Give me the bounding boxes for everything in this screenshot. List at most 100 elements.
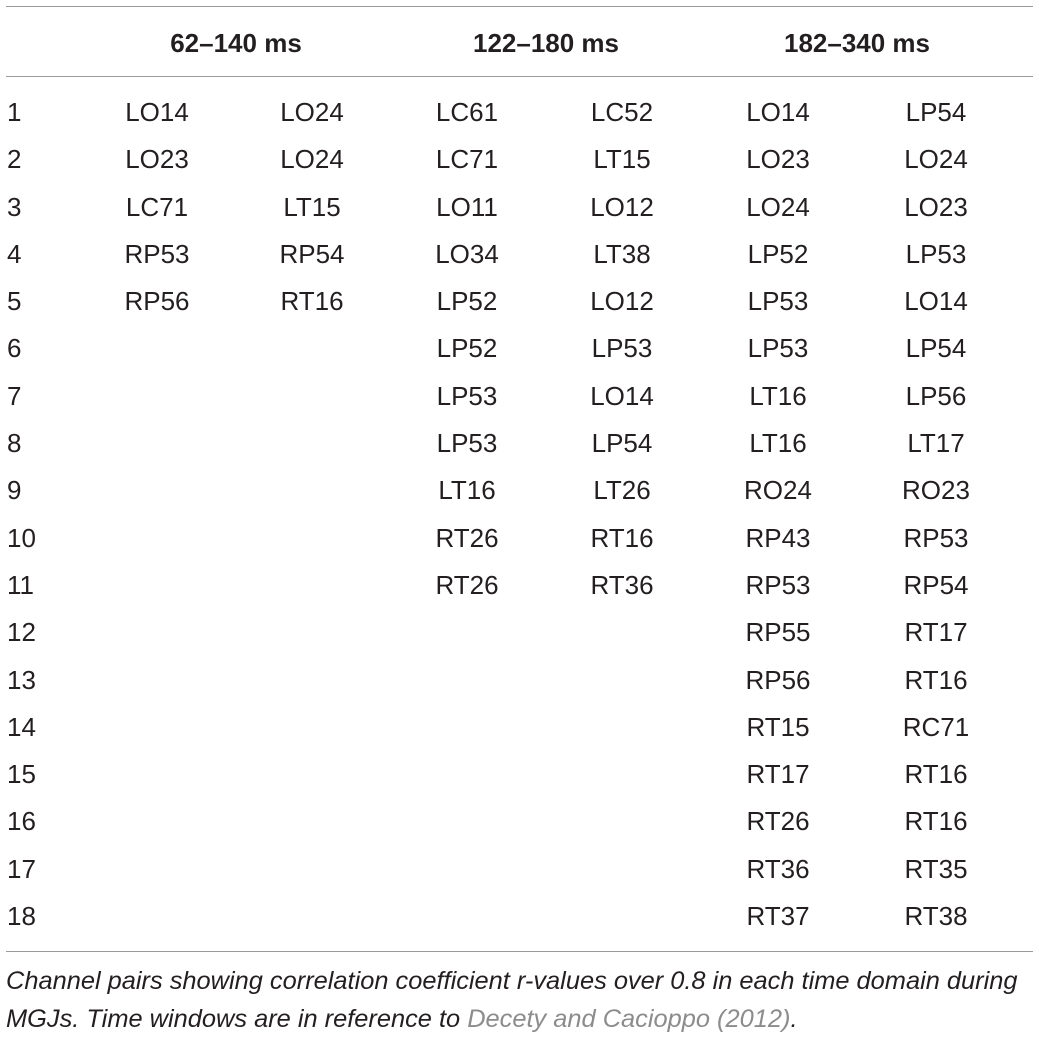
cell-182-340-a: RP55 xyxy=(745,617,811,648)
cell-182-340-a: LT16 xyxy=(749,428,807,459)
cell-122-180-a: LC71 xyxy=(435,144,499,175)
column-header-62-140: 62–140 ms xyxy=(170,28,302,58)
header-rule xyxy=(6,76,1033,77)
cell-182-340-a: LP53 xyxy=(747,286,809,317)
table-row: 9 LT16 LT26 RO24 RO23 xyxy=(0,467,1039,514)
cell-62-140-a: RP53 xyxy=(124,238,190,269)
cell-122-180-b: LP54 xyxy=(591,428,653,459)
caption-end: . xyxy=(790,1005,798,1033)
table-row: 12 RP55 RT17 xyxy=(0,609,1039,656)
table-caption: Channel pairs showing correlation coeffi… xyxy=(6,962,1036,1038)
cell-182-340-a: RO24 xyxy=(744,475,812,506)
table-row: 8 LP53 LP54 LT16 LT17 xyxy=(0,420,1039,467)
cell-182-340-b: LO14 xyxy=(904,286,968,317)
cell-122-180-b: LO12 xyxy=(590,191,654,222)
row-number: 10 xyxy=(7,522,36,553)
cell-122-180-a: LO34 xyxy=(435,238,499,269)
cell-122-180-b: RT36 xyxy=(590,569,654,600)
cell-182-340-b: LO23 xyxy=(904,191,968,222)
table-row: 3 LC71 LT15 LO11 LO12 LO24 LO23 xyxy=(0,184,1039,231)
row-number: 14 xyxy=(7,711,36,742)
cell-182-340-b: LP53 xyxy=(905,238,967,269)
cell-122-180-a: RT26 xyxy=(435,522,499,553)
cell-182-340-b: LP56 xyxy=(905,380,967,411)
cell-182-340-b: RP54 xyxy=(903,569,969,600)
cell-122-180-b: LC52 xyxy=(590,97,654,127)
cell-62-140-b: LO24 xyxy=(280,97,344,127)
cell-122-180-b: LP53 xyxy=(591,333,653,364)
cell-122-180-a: LT16 xyxy=(438,475,496,506)
cell-182-340-b: RT17 xyxy=(904,617,968,648)
row-number: 2 xyxy=(7,144,22,175)
cell-62-140-b: RT16 xyxy=(280,286,344,317)
table-row: 5 RP56 RT16 LP52 LO12 LP53 LO14 xyxy=(0,278,1039,325)
row-number: 11 xyxy=(7,569,34,600)
cell-182-340-a: LT16 xyxy=(749,380,807,411)
cell-122-180-a: LC61 xyxy=(435,97,499,127)
cell-182-340-b: LT17 xyxy=(907,428,965,459)
row-number: 17 xyxy=(7,853,36,884)
row-number: 4 xyxy=(7,238,22,269)
cell-122-180-a: LP52 xyxy=(436,286,498,317)
cell-182-340-b: LO24 xyxy=(904,144,968,175)
cell-62-140-b: RP54 xyxy=(279,238,345,269)
cell-122-180-a: LP53 xyxy=(436,380,498,411)
cell-182-340-a: RT36 xyxy=(746,853,810,884)
row-number: 5 xyxy=(7,286,22,317)
cell-182-340-b: RC71 xyxy=(902,711,970,742)
row-number: 7 xyxy=(7,380,22,411)
cell-122-180-a: LP53 xyxy=(436,428,498,459)
cell-182-340-b: RT35 xyxy=(904,853,968,884)
reference-link[interactable]: Decety and Cacioppo (2012) xyxy=(467,1005,791,1033)
table-row: 7 LP53 LO14 LT16 LP56 xyxy=(0,373,1039,420)
row-number: 12 xyxy=(7,617,36,648)
cell-122-180-b: LT26 xyxy=(593,475,651,506)
row-number: 18 xyxy=(7,901,36,932)
cell-182-340-b: RT38 xyxy=(904,901,968,932)
cell-182-340-b: RT16 xyxy=(904,806,968,837)
column-header-122-180: 122–180 ms xyxy=(472,28,620,58)
row-number: 3 xyxy=(7,191,22,222)
cell-182-340-b: RO23 xyxy=(902,475,970,506)
cell-122-180-b: LO14 xyxy=(590,380,654,411)
table-row: 14 RT15 RC71 xyxy=(0,704,1039,751)
cell-182-340-a: LO24 xyxy=(746,191,810,222)
cell-122-180-a: RT26 xyxy=(435,569,499,600)
table-top-rule xyxy=(6,6,1033,7)
cell-122-180-b: RT16 xyxy=(590,522,654,553)
row-number: 13 xyxy=(7,664,36,695)
cell-122-180-b: LT38 xyxy=(593,238,651,269)
row-number: 15 xyxy=(7,759,36,790)
cell-182-340-a: LO14 xyxy=(746,97,810,127)
table-row: 17 RT36 RT35 xyxy=(0,846,1039,893)
cell-122-180-b: LO12 xyxy=(590,286,654,317)
cell-62-140-a: LO23 xyxy=(125,144,189,175)
cell-62-140-a: LC71 xyxy=(125,191,189,222)
table-row: 13 RP56 RT16 xyxy=(0,657,1039,704)
cell-182-340-a: RP56 xyxy=(745,664,811,695)
cell-182-340-b: RP53 xyxy=(903,522,969,553)
cell-182-340-a: RP53 xyxy=(745,569,811,600)
table-row: 4 RP53 RP54 LO34 LT38 LP52 LP53 xyxy=(0,231,1039,278)
cell-182-340-a: RT26 xyxy=(746,806,810,837)
table-row: 6 LP52 LP53 LP53 LP54 xyxy=(0,325,1039,372)
table-row: 1 LO14 LO24 LC61 LC52 LO14 LP54 xyxy=(0,89,1039,136)
cell-62-140-a: RP56 xyxy=(124,286,190,317)
column-header-182-340: 182–340 ms xyxy=(783,28,931,58)
table-row: 2 LO23 LO24 LC71 LT15 LO23 LO24 xyxy=(0,136,1039,183)
cell-182-340-b: LP54 xyxy=(905,97,967,127)
cell-122-180-b: LT15 xyxy=(593,144,651,175)
cell-182-340-a: RT37 xyxy=(746,901,810,932)
caption-text: Channel pairs showing correlation coeffi… xyxy=(6,967,1018,1033)
cell-182-340-b: LP54 xyxy=(905,333,967,364)
row-number: 16 xyxy=(7,806,36,837)
cell-182-340-a: LP53 xyxy=(747,333,809,364)
table-row: 15 RT17 RT16 xyxy=(0,751,1039,798)
cell-182-340-b: RT16 xyxy=(904,759,968,790)
cell-182-340-b: RT16 xyxy=(904,664,968,695)
cell-122-180-a: LO11 xyxy=(436,191,498,222)
cell-62-140-b: LO24 xyxy=(280,144,344,175)
cell-182-340-a: LP52 xyxy=(747,238,809,269)
table-row: 11 RT26 RT36 RP53 RP54 xyxy=(0,562,1039,609)
row-number: 8 xyxy=(7,428,22,459)
